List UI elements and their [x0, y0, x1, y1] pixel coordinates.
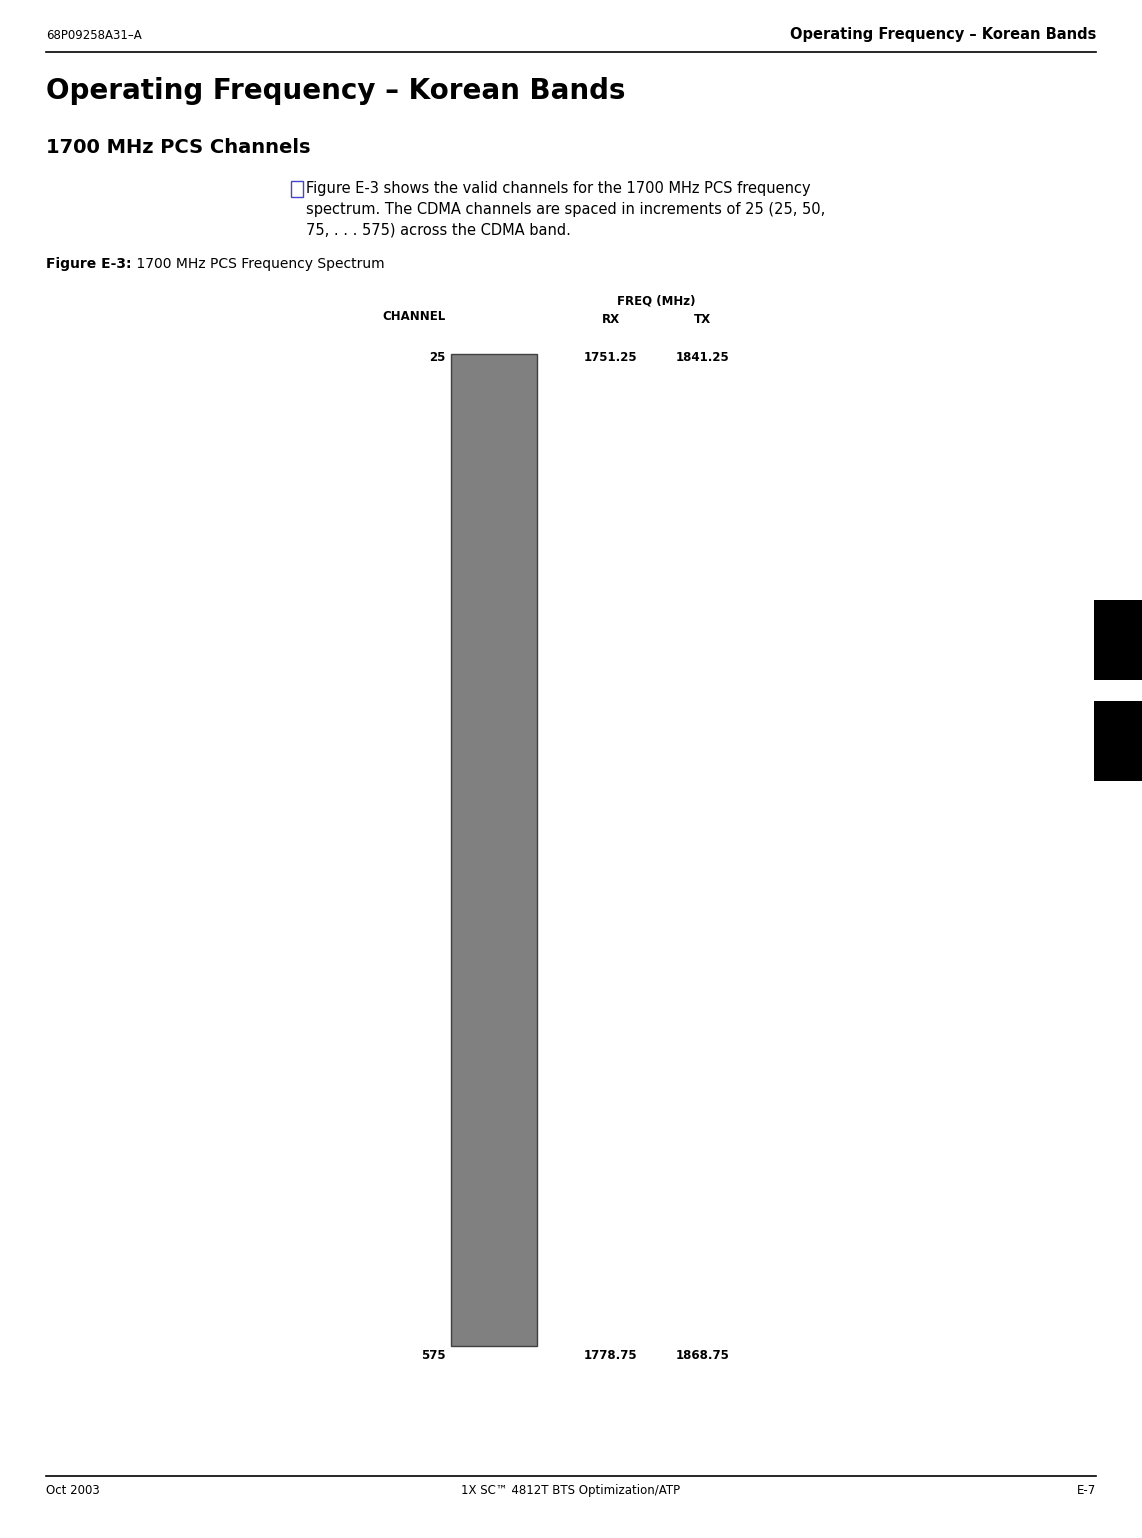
Text: E-7: E-7 — [1077, 1484, 1096, 1496]
Text: FREQ (MHz): FREQ (MHz) — [618, 295, 695, 308]
Text: 575: 575 — [420, 1349, 445, 1361]
Bar — [1094, 600, 1142, 680]
Bar — [291, 181, 303, 197]
Text: Figure E-3:: Figure E-3: — [46, 257, 131, 271]
Text: 1778.75: 1778.75 — [585, 1349, 637, 1361]
Text: 1868.75: 1868.75 — [675, 1349, 730, 1361]
Text: E: E — [1112, 721, 1124, 740]
Text: 1841.25: 1841.25 — [675, 351, 730, 363]
Text: Operating Frequency – Korean Bands: Operating Frequency – Korean Bands — [790, 26, 1096, 42]
Text: 1700 MHz PCS Frequency Spectrum: 1700 MHz PCS Frequency Spectrum — [132, 257, 385, 271]
Bar — [451, 354, 537, 1346]
Text: 68P09258A31–A: 68P09258A31–A — [46, 29, 142, 42]
Text: 1751.25: 1751.25 — [585, 351, 637, 363]
Text: Operating Frequency – Korean Bands: Operating Frequency – Korean Bands — [46, 77, 625, 105]
Text: 1X SC™ 4812T BTS Optimization/ATP: 1X SC™ 4812T BTS Optimization/ATP — [461, 1484, 681, 1496]
Text: Figure E-3 shows the valid channels for the 1700 MHz PCS frequency
spectrum. The: Figure E-3 shows the valid channels for … — [306, 181, 826, 237]
Text: CHANNEL: CHANNEL — [383, 311, 445, 323]
Bar — [1094, 701, 1142, 781]
Text: RX: RX — [602, 314, 620, 326]
Text: Oct 2003: Oct 2003 — [46, 1484, 99, 1496]
Text: TX: TX — [694, 314, 710, 326]
Text: 1700 MHz PCS Channels: 1700 MHz PCS Channels — [46, 138, 311, 157]
Text: 25: 25 — [429, 351, 445, 363]
